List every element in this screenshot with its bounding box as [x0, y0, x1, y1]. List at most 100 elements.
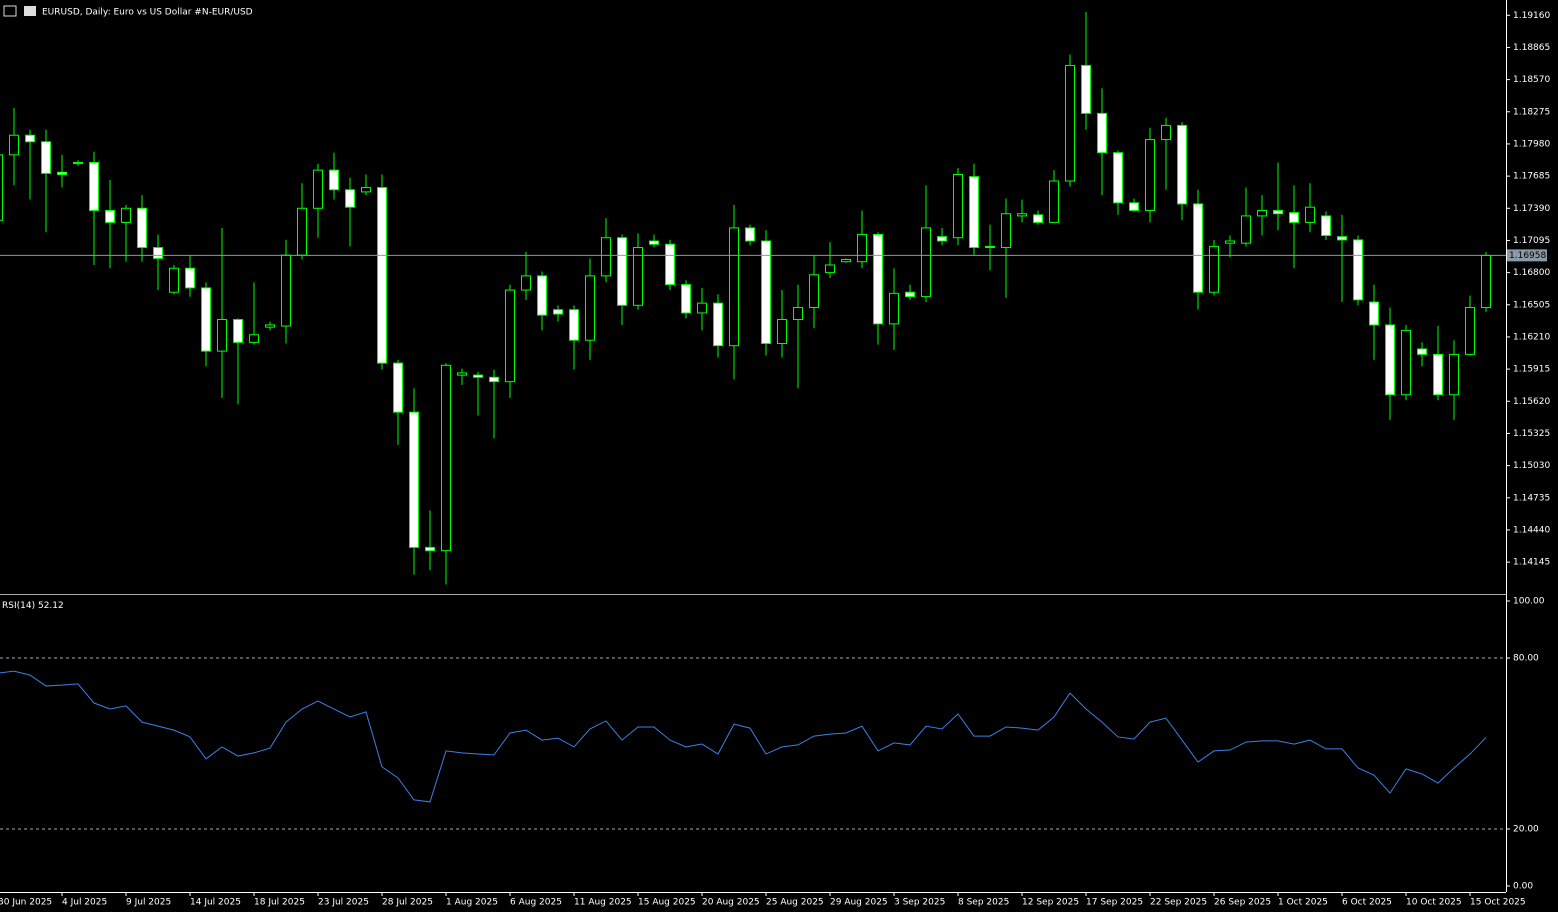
x-tick-label: 10 Oct 2025 — [1406, 898, 1462, 908]
x-tick-label: 23 Jul 2025 — [318, 898, 369, 908]
x-tick-label: 4 Jul 2025 — [62, 898, 107, 908]
candle-body — [745, 227, 755, 242]
candle-body — [89, 161, 99, 211]
candle-body — [281, 254, 291, 327]
x-tick-label: 8 Sep 2025 — [958, 898, 1009, 908]
candle-body — [1305, 206, 1315, 223]
y-tick-label: 1.15325 — [1513, 429, 1550, 439]
candle-body — [1481, 254, 1491, 309]
candle-body — [121, 207, 131, 223]
candle-body — [1465, 307, 1475, 355]
candle-body — [1401, 329, 1411, 396]
y-tick-label: 80.00 — [1513, 654, 1539, 664]
candle-body — [441, 364, 451, 552]
candle-body — [457, 372, 467, 376]
x-tick-label: 22 Sep 2025 — [1150, 898, 1207, 908]
candle-body — [809, 274, 819, 309]
price-label-box — [1507, 249, 1547, 262]
candle-body — [793, 307, 803, 320]
x-tick-label: 25 Aug 2025 — [766, 898, 824, 908]
y-tick-label: 1.14735 — [1513, 493, 1550, 503]
chart-title: EURUSD, Daily: Euro vs US Dollar #N-EUR/… — [42, 8, 253, 18]
candle-body — [1033, 214, 1043, 223]
x-tick-label: 18 Jul 2025 — [254, 898, 305, 908]
y-tick-label: 1.14145 — [1513, 558, 1550, 568]
x-tick-label: 1 Oct 2025 — [1278, 898, 1328, 908]
y-tick-label: 1.15030 — [1513, 461, 1550, 471]
candle-body — [969, 176, 979, 249]
price-label: 1.16958 — [1509, 251, 1546, 261]
candle-body — [681, 284, 691, 314]
candle-body — [1337, 236, 1347, 241]
candle-body — [1049, 180, 1059, 223]
x-tick-label: 26 Sep 2025 — [1214, 898, 1271, 908]
candle-body — [57, 171, 67, 175]
candle-body — [1353, 239, 1363, 301]
x-tick-label: 28 Jul 2025 — [382, 898, 433, 908]
menu-icon[interactable] — [3, 5, 17, 17]
y-tick-label: 20.00 — [1513, 825, 1539, 835]
candle-body — [265, 324, 275, 328]
candle-body — [937, 236, 947, 242]
candle-body — [0, 154, 3, 221]
candle-body — [1065, 64, 1075, 182]
y-tick-label: 1.16210 — [1513, 332, 1550, 342]
candle-body — [1177, 124, 1187, 205]
candle-body — [1097, 112, 1107, 154]
x-tick-label: 9 Jul 2025 — [126, 898, 171, 908]
candle-body — [1449, 353, 1459, 396]
y-tick-label: 1.14440 — [1513, 525, 1550, 535]
candle-body — [921, 227, 931, 298]
candle-body — [697, 302, 707, 314]
candle-body — [1225, 240, 1235, 244]
candle-body — [313, 169, 323, 209]
x-tick-label: 15 Oct 2025 — [1470, 898, 1526, 908]
candle-body — [633, 247, 643, 306]
candle-body — [1433, 353, 1443, 396]
candle-body — [1081, 64, 1091, 114]
rsi-line — [0, 670, 1487, 803]
candle-body — [105, 209, 115, 223]
candle-body — [553, 309, 563, 315]
candle-body — [1193, 203, 1203, 293]
candle-body — [489, 376, 499, 383]
candle-body — [841, 259, 851, 263]
x-tick-label: 3 Sep 2025 — [894, 898, 945, 908]
candle-body — [521, 275, 531, 291]
symbol-icon[interactable] — [24, 6, 36, 16]
candle-body — [601, 237, 611, 277]
candle-body — [25, 134, 35, 143]
candle-body — [153, 247, 163, 259]
candle-body — [1321, 215, 1331, 237]
candle-body — [377, 187, 387, 364]
candle-body — [41, 141, 51, 174]
candle-body — [1161, 124, 1171, 141]
candle-body — [985, 245, 995, 249]
candle-body — [505, 289, 515, 383]
candle-body — [1257, 209, 1267, 217]
candle-body — [1001, 213, 1011, 249]
candle-body — [777, 318, 787, 344]
candle-body — [361, 187, 371, 193]
x-tick-label: 30 Jun 2025 — [0, 898, 52, 908]
indicator-value: 52.12 — [38, 601, 64, 611]
candle-body — [665, 243, 675, 286]
candle-body — [713, 302, 723, 347]
candle-body — [1017, 213, 1027, 217]
x-tick-label: 20 Aug 2025 — [702, 898, 760, 908]
x-tick-label: 12 Sep 2025 — [1022, 898, 1079, 908]
candle-body — [825, 264, 835, 274]
x-tick-label: 17 Sep 2025 — [1086, 898, 1143, 908]
candle-body — [729, 227, 739, 347]
candle-body — [585, 275, 595, 341]
candle-body — [1417, 348, 1427, 355]
candle-body — [217, 318, 227, 352]
candle-body — [137, 207, 147, 249]
candle-body — [185, 267, 195, 289]
candle-body — [1385, 324, 1395, 396]
candle-body — [345, 189, 355, 208]
candle-body — [233, 318, 243, 343]
candle-body — [617, 237, 627, 306]
candle-body — [249, 334, 259, 343]
